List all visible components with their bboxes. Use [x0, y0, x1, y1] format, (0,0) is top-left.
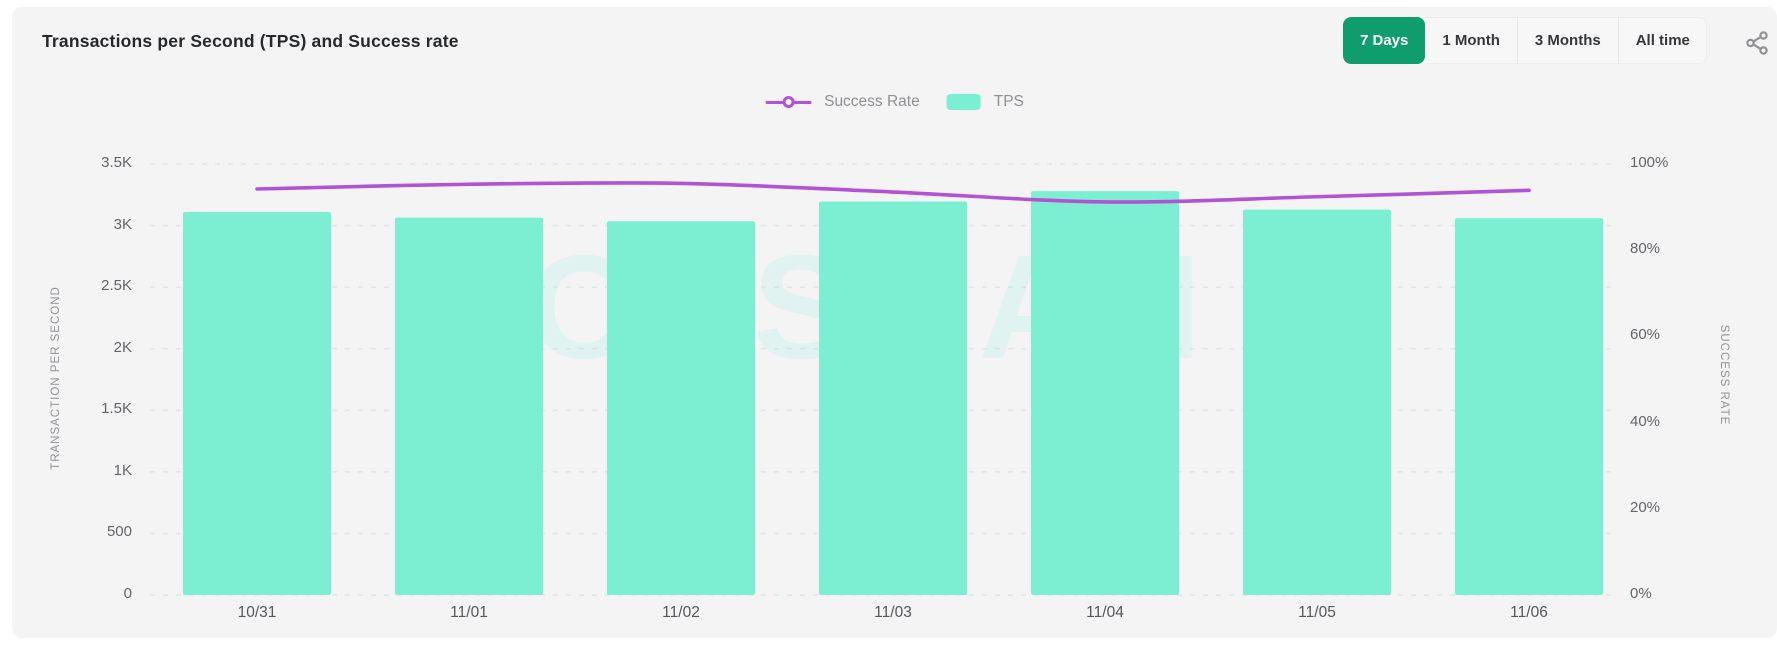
tps-bar-swatch-icon[interactable]: [946, 94, 981, 110]
tps-bar[interactable]: [1455, 218, 1603, 595]
tps-bar[interactable]: [1031, 191, 1179, 595]
tps-bar[interactable]: [607, 221, 755, 596]
tps-bar[interactable]: [819, 201, 967, 595]
chart-legend: Success Rate TPS: [765, 93, 1024, 111]
success-rate-line[interactable]: [255, 181, 1531, 204]
tps-bar[interactable]: [1243, 209, 1391, 595]
range-button-3-months[interactable]: 3 Months: [1518, 17, 1619, 64]
tps-bar[interactable]: [395, 217, 543, 595]
legend-label-tps[interactable]: TPS: [993, 93, 1024, 110]
share-icon: [1746, 30, 1768, 55]
page-title: Transactions per Second (TPS) and Succes…: [42, 31, 459, 51]
watermark: SOLSCAN: [418, 225, 1212, 390]
range-button-7-days[interactable]: 7 Days: [1343, 17, 1426, 64]
success-rate-line-marker-icon[interactable]: [765, 95, 812, 109]
range-button-1-month[interactable]: 1 Month: [1425, 17, 1518, 64]
range-button-all-time[interactable]: All time: [1619, 17, 1707, 64]
tps-bar[interactable]: [183, 212, 331, 596]
legend-label-success-rate[interactable]: Success Rate: [824, 93, 920, 110]
share-button[interactable]: [1737, 27, 1777, 61]
time-range-selector: 7 Days 1 Month 3 Months All time: [1343, 17, 1707, 64]
